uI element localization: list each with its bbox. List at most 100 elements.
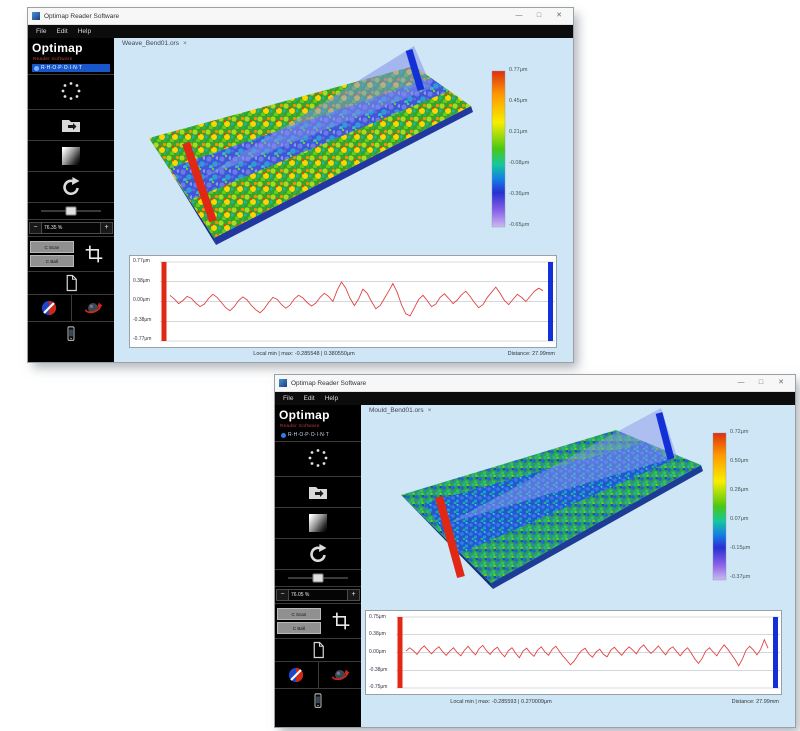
crop-button[interactable] <box>323 608 359 634</box>
colorbar-label: -0.08μm <box>509 160 530 166</box>
open-file-button[interactable] <box>28 109 114 140</box>
app-icon <box>32 12 40 20</box>
orbit-view-icon <box>331 669 350 681</box>
colorbar-label: -0.36μm <box>509 191 530 197</box>
file-tab[interactable]: Weave_Bend01.ors × <box>122 40 187 47</box>
optimap-logo: Optimap <box>279 408 330 422</box>
instrument-selector[interactable]: R·H·O·P·O·I·N·T <box>279 431 357 439</box>
profile-ylabel: 0.00μm <box>369 649 386 655</box>
zoom-out-button[interactable]: − <box>276 589 289 601</box>
titlebar: Optimap Reader Software — □ ✕ <box>28 8 573 25</box>
section-plane <box>202 46 432 178</box>
section-end-marker-blue <box>405 48 425 92</box>
colorbar-label: 0.50μm <box>730 458 749 464</box>
report-button[interactable] <box>28 271 114 294</box>
colorbar-label: 0.45μm <box>509 98 528 104</box>
viewer-main-area: Weave_Bend01.ors × <box>114 38 573 362</box>
profile-ylabel: 0.38μm <box>133 278 150 284</box>
report-page-icon <box>66 274 77 292</box>
fit-view-button[interactable] <box>28 74 114 109</box>
minimize-button[interactable]: — <box>737 379 745 386</box>
close-button[interactable]: ✕ <box>778 379 784 386</box>
disable-colors-button[interactable] <box>275 662 318 688</box>
instrument-selector[interactable]: R·H·O·P·O·I·N·T <box>32 64 110 72</box>
menu-file[interactable]: File <box>36 28 47 35</box>
menu-edit[interactable]: Edit <box>303 395 315 402</box>
profile-ylabel: 0.75μm <box>369 614 386 620</box>
profile-ylabel: -0.77μm <box>133 336 152 342</box>
slider-handle[interactable] <box>312 573 324 583</box>
minimize-button[interactable]: — <box>515 12 523 19</box>
view-preset-button-bottom[interactable]: C Ball <box>30 255 74 267</box>
surface-3d-view[interactable] <box>361 405 795 727</box>
section-plane <box>449 408 677 523</box>
instrument-button[interactable] <box>28 321 114 346</box>
profile-plot <box>160 261 555 342</box>
zoom-in-button[interactable]: + <box>347 589 360 601</box>
open-file-button[interactable] <box>275 476 361 507</box>
orbit-view-button[interactable] <box>317 662 362 688</box>
optimap-window-back: Optimap Reader Software — □ ✕ File Edit … <box>28 8 573 362</box>
zoom-control: − 76.35 % + <box>28 219 114 236</box>
rotate-view-button[interactable] <box>28 171 114 202</box>
view-preset-button-top[interactable]: C Scan <box>30 241 74 253</box>
disable-colors-button[interactable] <box>28 295 71 321</box>
file-tab-label: Mould_Bend01.ors <box>369 407 424 414</box>
view-preset-button-bottom[interactable]: C Ball <box>277 622 321 634</box>
file-tab[interactable]: Mould_Bend01.ors × <box>369 407 431 414</box>
rotate-view-button[interactable] <box>275 538 361 569</box>
profile-ylabel: -0.75μm <box>369 684 388 690</box>
rotate-view-icon <box>310 544 327 563</box>
profile-panel: 0.75μm 0.38μm 0.00μm -0.38μm -0.75μm <box>365 610 782 695</box>
brand-label: R·H·O·P·O·I·N·T <box>41 65 83 71</box>
instrument-device-icon <box>314 693 322 708</box>
menubar: File Edit Help <box>275 392 795 405</box>
logo-subtitle: Reader Software <box>33 56 73 61</box>
instrument-button[interactable] <box>275 688 361 713</box>
colormap-gradient-icon <box>62 147 80 165</box>
section-end-marker-blue <box>655 412 675 460</box>
colorbar-label: 0.28μm <box>730 487 749 493</box>
menu-file[interactable]: File <box>283 395 294 402</box>
local-minmax-readout: Local min | max: -0.285593 | 0.270009μm <box>450 699 552 705</box>
height-colorbar <box>712 432 727 581</box>
report-page-icon <box>313 641 324 659</box>
zoom-in-button[interactable]: + <box>100 222 113 234</box>
profile-ylabel: 0.00μm <box>133 297 150 303</box>
colorbar-label: -0.37μm <box>730 574 751 580</box>
zoom-slider[interactable] <box>28 202 114 219</box>
profile-end-marker <box>773 617 778 688</box>
tab-close-icon[interactable]: × <box>182 40 187 47</box>
view-preset-cell: C Scan C Ball <box>275 603 361 638</box>
tab-close-icon[interactable]: × <box>427 407 432 414</box>
view-preset-button-top[interactable]: C Scan <box>277 608 321 620</box>
slider-handle[interactable] <box>65 206 77 216</box>
colorbar-label: 0.72μm <box>730 429 749 435</box>
surface-3d-view[interactable] <box>114 38 573 362</box>
menu-help[interactable]: Help <box>77 28 92 35</box>
maximize-button[interactable]: □ <box>758 379 764 386</box>
fit-view-button[interactable] <box>275 441 361 476</box>
profile-ylabel: 0.38μm <box>369 631 386 637</box>
close-button[interactable]: ✕ <box>556 12 562 19</box>
orbit-view-button[interactable] <box>70 295 115 321</box>
zoom-slider[interactable] <box>275 569 361 586</box>
zoom-control: − 76.05 % + <box>275 586 361 603</box>
section-start-marker-red <box>435 495 465 579</box>
zoom-out-button[interactable]: − <box>29 222 42 234</box>
section-start-marker-red <box>182 141 217 223</box>
view-preset-cell: C Scan C Ball <box>28 236 114 271</box>
report-button[interactable] <box>275 638 361 661</box>
colormap-button[interactable] <box>28 140 114 171</box>
maximize-button[interactable]: □ <box>536 12 542 19</box>
menu-help[interactable]: Help <box>324 395 339 402</box>
logo-block: Optimap Reader Software R·H·O·P·O·I·N·T <box>28 38 114 74</box>
zoom-value[interactable]: 76.05 % <box>289 589 347 601</box>
menu-edit[interactable]: Edit <box>56 28 68 35</box>
zoom-value[interactable]: 76.35 % <box>42 222 100 234</box>
profile-plot <box>396 616 780 689</box>
colormap-button[interactable] <box>275 507 361 538</box>
profile-panel: 0.77μm 0.38μm 0.00μm -0.38μm -0.77μm <box>129 255 557 348</box>
crop-button[interactable] <box>76 241 112 267</box>
file-tab-label: Weave_Bend01.ors <box>122 40 179 47</box>
